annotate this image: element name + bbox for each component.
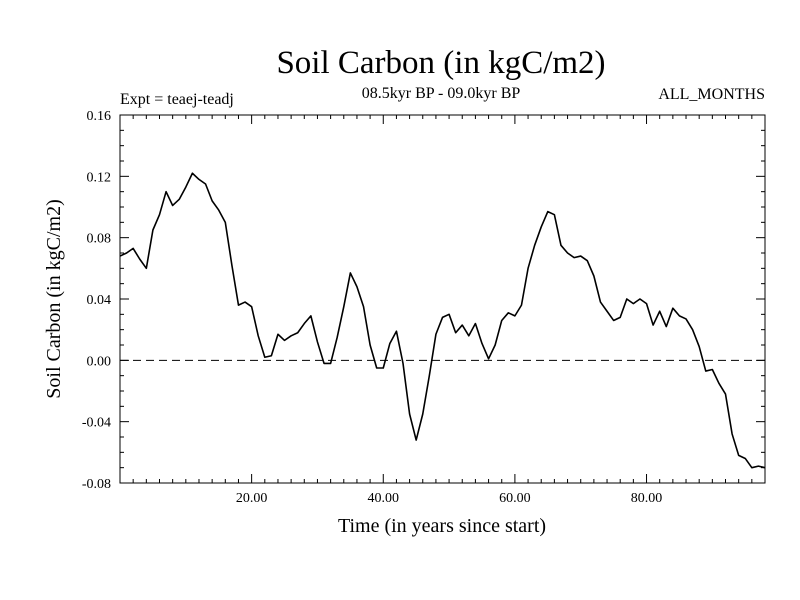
experiment-label: Expt = teaej-teadj — [120, 91, 234, 108]
soil-carbon-series-line — [119, 172, 766, 469]
y-tick-label: 0.08 — [87, 232, 112, 247]
x-tick-label: 20.00 — [236, 491, 268, 506]
y-tick-label: 0.04 — [87, 293, 112, 308]
chart-subtitle: 08.5kyr BP - 09.0kyr BP — [362, 85, 521, 102]
x-tick-label: 60.00 — [499, 491, 531, 506]
plot-frame — [119, 114, 766, 484]
y-axis-label: Soil Carbon (in kgC/m2) — [43, 199, 65, 398]
x-tick-label: 40.00 — [368, 491, 400, 506]
y-tick-label: -0.04 — [82, 416, 111, 431]
y-tick-label: 0.00 — [87, 354, 112, 369]
chart-title: Soil Carbon (in kgC/m2) — [276, 45, 605, 81]
x-tick-label: 80.00 — [631, 491, 663, 506]
y-tick-label: 0.12 — [87, 170, 112, 185]
y-tick-label: 0.16 — [87, 109, 112, 124]
y-tick-label: -0.08 — [82, 477, 111, 492]
months-label: ALL_MONTHS — [658, 86, 765, 103]
x-axis-label: Time (in years since start) — [338, 515, 546, 537]
